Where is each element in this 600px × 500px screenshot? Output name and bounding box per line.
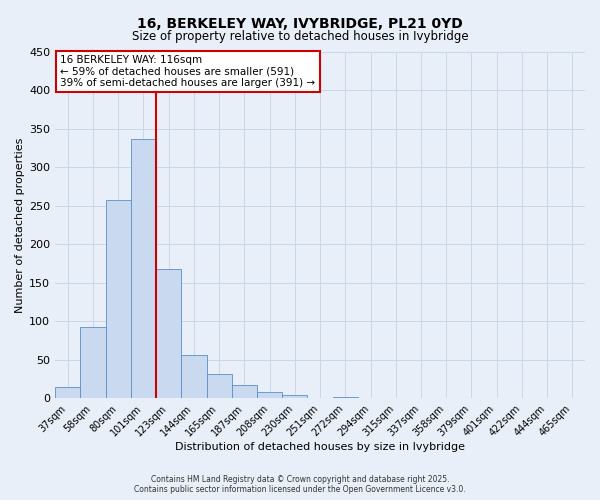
Text: Size of property relative to detached houses in Ivybridge: Size of property relative to detached ho… bbox=[131, 30, 469, 43]
Bar bbox=[80, 327, 106, 398]
Bar bbox=[106, 200, 131, 398]
Text: 16, BERKELEY WAY, IVYBRIDGE, PL21 0YD: 16, BERKELEY WAY, IVYBRIDGE, PL21 0YD bbox=[137, 18, 463, 32]
Bar bbox=[257, 392, 282, 398]
Bar bbox=[131, 138, 156, 398]
Bar bbox=[181, 354, 206, 399]
Bar bbox=[282, 396, 307, 398]
Bar bbox=[156, 269, 181, 398]
Text: 16 BERKELEY WAY: 116sqm
← 59% of detached houses are smaller (591)
39% of semi-d: 16 BERKELEY WAY: 116sqm ← 59% of detache… bbox=[61, 55, 316, 88]
Y-axis label: Number of detached properties: Number of detached properties bbox=[15, 138, 25, 312]
X-axis label: Distribution of detached houses by size in Ivybridge: Distribution of detached houses by size … bbox=[175, 442, 465, 452]
Bar bbox=[55, 387, 80, 398]
Text: Contains HM Land Registry data © Crown copyright and database right 2025.
Contai: Contains HM Land Registry data © Crown c… bbox=[134, 474, 466, 494]
Bar bbox=[332, 397, 358, 398]
Bar bbox=[206, 374, 232, 398]
Bar bbox=[232, 384, 257, 398]
